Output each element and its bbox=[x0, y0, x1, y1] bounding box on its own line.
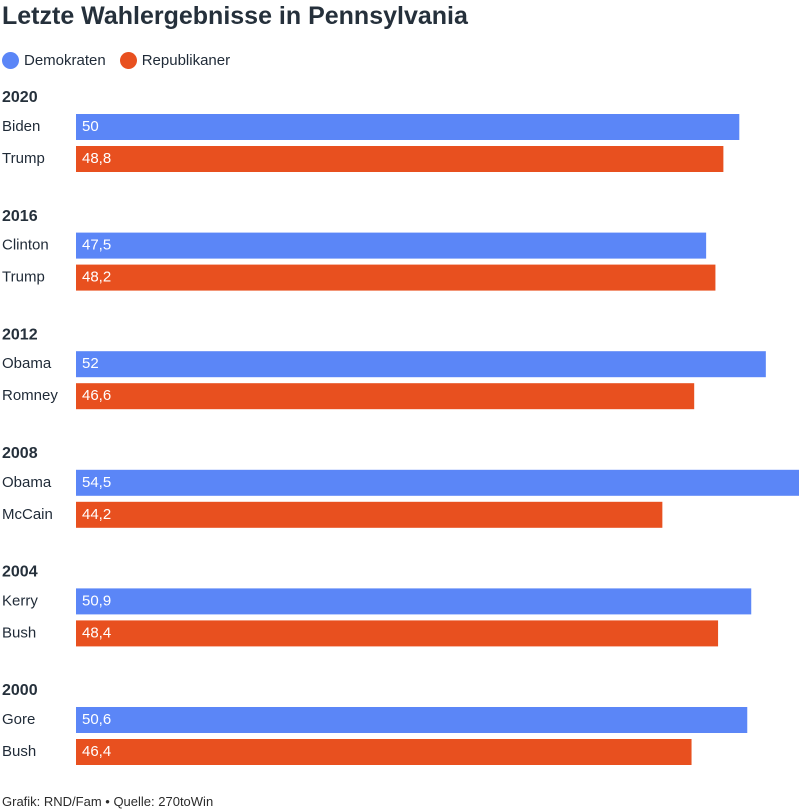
year-label: 2016 bbox=[2, 208, 38, 225]
chart-title: Letzte Wahlergebnisse in Pennsylvania bbox=[2, 2, 468, 30]
bar-chart: 2020 Biden 50 Trump 48,8 2016 Clinton 47,5 Trump… bbox=[2, 89, 799, 765]
year-label: 2020 bbox=[2, 89, 38, 106]
bar bbox=[76, 707, 748, 733]
value-label: 46,4 bbox=[82, 743, 111, 760]
value-label: 48,4 bbox=[82, 624, 111, 641]
candidate-label: Obama bbox=[2, 474, 52, 491]
candidate-label: Kerry bbox=[2, 592, 38, 609]
legend: Demokraten Republikaner bbox=[2, 50, 244, 70]
bar bbox=[76, 469, 799, 496]
candidate-label: Clinton bbox=[2, 237, 49, 254]
value-label: 48,8 bbox=[82, 150, 111, 167]
value-label: 50,6 bbox=[82, 711, 111, 728]
candidate-label: McCain bbox=[2, 506, 53, 523]
value-label: 47,5 bbox=[82, 237, 111, 254]
value-label: 52 bbox=[82, 355, 99, 372]
candidate-label: Romney bbox=[2, 387, 58, 404]
bar bbox=[76, 501, 663, 528]
bar bbox=[76, 351, 766, 378]
legend-swatch-democrats bbox=[2, 51, 19, 69]
legend-item-democrats: Demokraten bbox=[2, 51, 106, 69]
value-label: 46,6 bbox=[82, 387, 111, 404]
bar bbox=[76, 588, 752, 615]
year-label: 2004 bbox=[2, 564, 38, 581]
bar bbox=[76, 232, 707, 259]
year-label: 2000 bbox=[2, 682, 38, 699]
value-label: 48,2 bbox=[82, 269, 111, 286]
legend-label-republicans: Republikaner bbox=[141, 51, 231, 69]
bar bbox=[76, 739, 692, 765]
value-label: 50 bbox=[82, 118, 99, 135]
footer-credit: Grafik: RND/Fam • Quelle: 270toWin bbox=[2, 794, 214, 809]
candidate-label: Trump bbox=[2, 150, 45, 167]
candidate-label: Gore bbox=[2, 711, 35, 728]
candidate-label: Bush bbox=[2, 624, 36, 641]
bar bbox=[76, 114, 740, 140]
candidate-label: Bush bbox=[2, 743, 36, 760]
legend-swatch-republicans bbox=[119, 51, 137, 69]
legend-label-democrats: Demokraten bbox=[24, 51, 106, 69]
year-label: 2008 bbox=[2, 445, 38, 462]
year-label: 2012 bbox=[2, 326, 38, 343]
bar bbox=[76, 383, 695, 410]
value-label: 44,2 bbox=[82, 506, 111, 523]
bar bbox=[76, 264, 716, 291]
value-label: 54,5 bbox=[82, 474, 111, 491]
candidate-label: Biden bbox=[2, 118, 40, 135]
bar bbox=[76, 146, 724, 172]
bar bbox=[76, 620, 719, 647]
value-label: 50,9 bbox=[82, 592, 111, 609]
candidate-label: Trump bbox=[2, 269, 45, 286]
candidate-label: Obama bbox=[2, 355, 52, 372]
legend-item-republicans: Republikaner bbox=[119, 51, 231, 69]
